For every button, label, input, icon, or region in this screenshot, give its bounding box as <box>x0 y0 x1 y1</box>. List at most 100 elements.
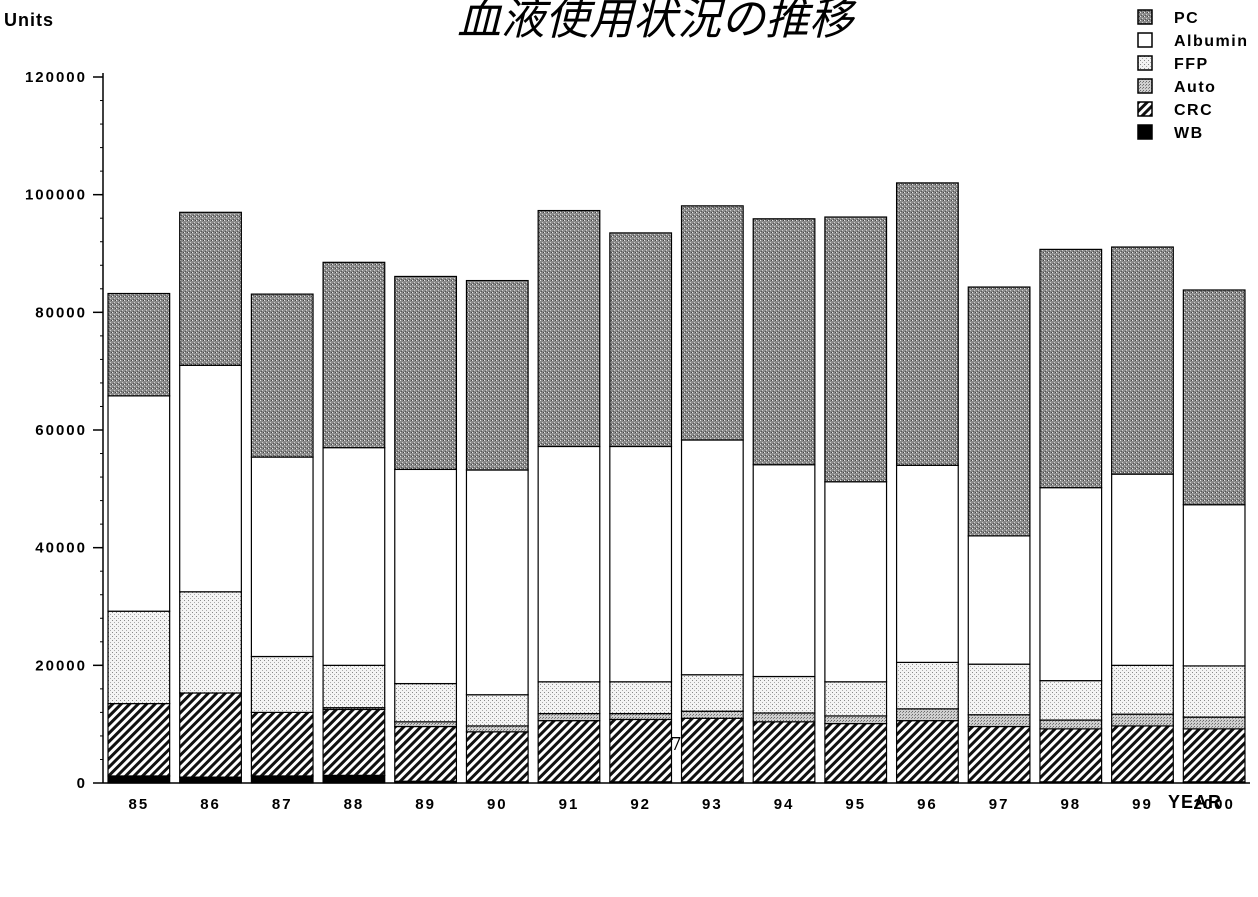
x-tick-label: 99 <box>1132 796 1153 813</box>
bar-segment-albumin-95 <box>824 481 888 683</box>
bar-segment-crc-98 <box>1039 728 1103 783</box>
bar-segment-pc-96 <box>895 182 959 466</box>
bar-segment-wb-86 <box>179 776 242 784</box>
bar-segment-albumin-88 <box>322 447 386 666</box>
bar-segment-auto-90 <box>465 725 529 733</box>
bar-segment-pc-90 <box>465 279 529 471</box>
y-tick-label: 120000 <box>25 69 87 86</box>
legend-label-auto: Auto <box>1174 79 1216 96</box>
bar-segment-albumin-89 <box>394 468 458 685</box>
bar-segment-auto-97 <box>967 714 1031 728</box>
bar-segment-albumin-93 <box>680 439 744 676</box>
bar-segment-auto-94 <box>752 712 816 723</box>
bar-segment-ffp-99 <box>1111 664 1174 715</box>
bar-segment-pc-97 <box>967 286 1031 537</box>
x-tick-label: 96 <box>917 796 938 813</box>
bar-segment-ffp-96 <box>895 661 959 710</box>
bar-segment-albumin-98 <box>1039 487 1103 682</box>
y-tick-label: 40000 <box>35 540 87 557</box>
x-axis-label: YEAR <box>1168 792 1222 812</box>
bar-segment-albumin-99 <box>1111 473 1174 666</box>
bar-segment-pc-92 <box>609 232 673 448</box>
legend: PC Albumin FFP Auto CRC WB <box>1137 9 1249 142</box>
bar-segment-crc-99 <box>1111 725 1174 783</box>
bar-segment-wb-88 <box>322 774 386 784</box>
bar-segment-auto-89 <box>394 721 458 728</box>
x-tick-label: 89 <box>415 796 436 813</box>
bar-segment-ffp-92 <box>609 681 673 715</box>
bar-segment-crc-91 <box>537 720 601 783</box>
bar-segment-crc-90 <box>465 731 529 783</box>
bar-segment-ffp-89 <box>394 682 458 723</box>
bar-segment-auto-98 <box>1039 719 1103 730</box>
x-tick-label: 85 <box>129 796 150 813</box>
bar-segment-auto-92 <box>609 712 673 721</box>
bar-segment-albumin-97 <box>967 535 1031 665</box>
bar-segment-auto-91 <box>537 712 601 722</box>
bars <box>107 182 1246 784</box>
bar-segment-albumin-90 <box>465 469 529 696</box>
bar-segment-ffp-94 <box>752 675 816 714</box>
legend-label-albumin: Albumin <box>1174 33 1249 50</box>
bar-segment-auto-2000 <box>1182 716 1246 730</box>
x-tick-label: 87 <box>272 796 293 813</box>
bar-segment-ffp-85 <box>107 610 171 705</box>
bar-segment-wb-87 <box>250 775 314 784</box>
bar-segment-pc-85 <box>107 292 171 397</box>
bar-segment-albumin-2000 <box>1182 504 1246 667</box>
bar-segment-crc-96 <box>895 720 959 783</box>
y-tick-label: 0 <box>77 775 87 792</box>
chart-title: 血液使用状況の推移 <box>457 0 857 45</box>
y-tick-label: 80000 <box>35 304 87 321</box>
bar-segment-ffp-2000 <box>1182 665 1246 718</box>
bar-segment-ffp-87 <box>250 655 314 714</box>
x-tick-label: 90 <box>487 796 508 813</box>
bar-segment-albumin-85 <box>107 395 171 612</box>
bar-segment-pc-99 <box>1111 246 1174 475</box>
bar-segment-crc-87 <box>250 711 314 777</box>
bar-segment-auto-99 <box>1111 713 1174 727</box>
bar-segment-albumin-87 <box>250 456 314 658</box>
bar-segment-albumin-94 <box>752 464 816 678</box>
legend-label-pc: PC <box>1174 10 1199 27</box>
bar-segment-crc-85 <box>107 702 171 777</box>
bar-segment-pc-86 <box>179 211 242 366</box>
bar-segment-pc-95 <box>824 216 888 483</box>
bar-segment-crc-88 <box>322 708 386 776</box>
bar-segment-ffp-88 <box>322 664 386 709</box>
x-tick-label: 92 <box>630 796 651 813</box>
bar-segment-pc-93 <box>680 205 744 441</box>
bar-segment-pc-94 <box>752 218 816 466</box>
x-tick-label: 97 <box>989 796 1010 813</box>
x-tick-label: 91 <box>559 796 580 813</box>
bar-segment-pc-2000 <box>1182 289 1246 506</box>
legend-label-ffp: FFP <box>1174 56 1209 73</box>
bar-segment-auto-95 <box>824 715 888 725</box>
bar-segment-albumin-91 <box>537 445 601 683</box>
x-tick-label: 88 <box>344 796 365 813</box>
legend-swatch-pc <box>1137 9 1153 25</box>
legend-swatch-wb <box>1137 124 1153 140</box>
bar-segment-ffp-91 <box>537 681 601 715</box>
bar-segment-ffp-97 <box>967 663 1031 716</box>
y-tick-label: 20000 <box>35 657 87 674</box>
bar-segment-ffp-95 <box>824 681 888 717</box>
y-tick-label: 100000 <box>25 187 87 204</box>
bar-segment-crc-2000 <box>1182 728 1246 783</box>
bar-segment-auto-96 <box>895 708 959 722</box>
x-tick-label: 2000 <box>1193 796 1234 813</box>
legend-swatch-ffp <box>1137 55 1153 71</box>
legend-swatch-albumin <box>1137 32 1153 48</box>
legend-swatch-auto <box>1137 78 1153 94</box>
bar-segment-crc-86 <box>179 692 242 778</box>
bar-segment-pc-88 <box>322 261 386 449</box>
bar-segment-ffp-98 <box>1039 680 1103 721</box>
x-tick-label: 94 <box>774 796 795 813</box>
x-tick-label: 95 <box>845 796 866 813</box>
bar-segment-crc-95 <box>824 722 888 783</box>
y-tick-label: 60000 <box>35 422 87 439</box>
bar-segment-auto-93 <box>680 710 744 719</box>
legend-label-crc: CRC <box>1174 102 1213 119</box>
x-tick-label: 98 <box>1060 796 1081 813</box>
